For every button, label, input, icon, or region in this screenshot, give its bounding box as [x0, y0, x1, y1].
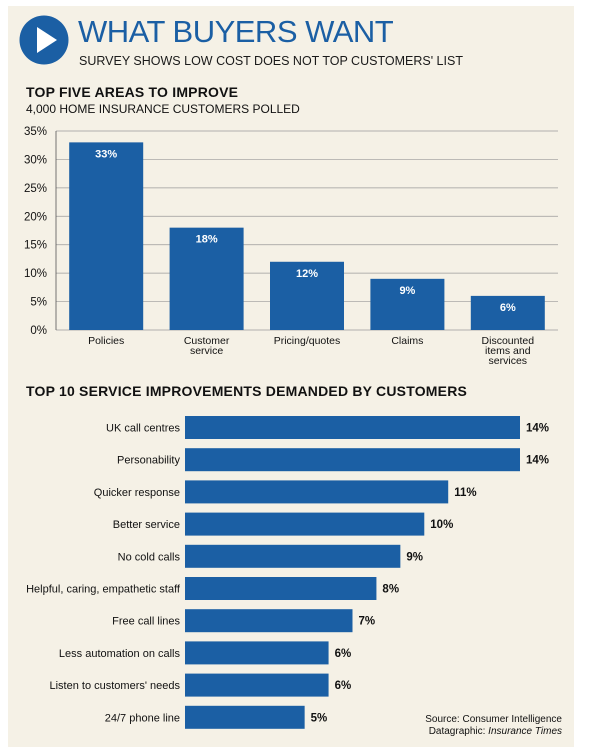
x-tick-label: service — [190, 345, 223, 357]
hbar-value-label: 14% — [526, 423, 549, 435]
hbar — [185, 609, 353, 633]
page-title: WHAT BUYERS WANT — [78, 14, 394, 49]
source-line: Source: Consumer Intelligence — [425, 714, 562, 725]
bar — [270, 261, 344, 330]
hbar — [185, 673, 329, 697]
hbar-category-label: Personability — [117, 455, 180, 467]
hbar-value-label: 6% — [335, 648, 352, 660]
hbar — [185, 416, 520, 439]
bar-chart-title: TOP FIVE AREAS TO IMPROVE — [26, 84, 239, 100]
hbar — [185, 544, 401, 568]
hbar-value-label: 10% — [430, 519, 453, 531]
hbar-category-label: Helpful, caring, empathetic staff — [26, 584, 181, 596]
bar-value-label: 33% — [95, 148, 117, 160]
hbar-value-label: 14% — [526, 455, 549, 467]
hbar-category-label: No cold calls — [118, 551, 181, 563]
bar-chart-subtitle: 4,000 HOME INSURANCE CUSTOMERS POLLED — [26, 102, 300, 116]
hbar — [185, 577, 377, 600]
play-icon — [19, 15, 69, 65]
hbar-category-label: Listen to customers' needs — [49, 680, 180, 692]
x-tick-label: Discounted — [482, 335, 535, 347]
hbar-value-label: 9% — [406, 551, 423, 563]
hbar — [185, 480, 449, 504]
y-tick-label: 35% — [24, 126, 47, 138]
hbar-value-label: 5% — [311, 712, 328, 724]
page-subtitle: SURVEY SHOWS LOW COST DOES NOT TOP CUSTO… — [79, 54, 463, 68]
bar — [470, 295, 545, 330]
hbar-value-label: 7% — [359, 616, 376, 628]
hbar-category-label: Less automation on calls — [59, 648, 181, 660]
hbar-category-label: Better service — [113, 519, 180, 531]
hbar-category-label: UK call centres — [106, 423, 180, 435]
x-tick-label: Customer — [184, 335, 230, 347]
x-tick-label: Policies — [88, 335, 124, 347]
bar — [169, 227, 244, 330]
source-note: Source: Consumer Intelligence Datagraphi… — [425, 714, 562, 738]
y-tick-label: 30% — [24, 154, 47, 166]
datagraphic-line: Datagraphic: Insurance Times — [425, 726, 562, 738]
x-tick-label: items and — [485, 345, 531, 357]
bar-value-label: 9% — [399, 285, 415, 297]
hbar-category-label: 24/7 phone line — [105, 712, 180, 724]
hbar-value-label: 6% — [335, 680, 352, 692]
publication-name: Insurance Times — [488, 726, 562, 737]
hbar — [185, 641, 329, 665]
y-tick-label: 5% — [30, 297, 47, 309]
bar — [370, 278, 445, 330]
hbar-chart-title: TOP 10 SERVICE IMPROVEMENTS DEMANDED BY … — [26, 383, 468, 399]
bar-value-label: 18% — [196, 234, 218, 246]
hbar-value-label: 11% — [454, 487, 476, 499]
hbar-value-label: 8% — [382, 584, 399, 596]
bar — [69, 142, 144, 330]
y-tick-label: 15% — [24, 240, 47, 252]
y-tick-label: 20% — [24, 211, 47, 223]
y-tick-label: 25% — [24, 183, 47, 195]
bar-value-label: 6% — [500, 302, 516, 314]
hbar — [185, 512, 425, 536]
y-tick-label: 10% — [24, 268, 47, 280]
hbar — [185, 448, 520, 472]
hbar — [185, 705, 305, 729]
x-tick-label: Pricing/quotes — [274, 335, 341, 347]
datagraphic-prefix: Datagraphic: — [428, 726, 489, 737]
top-five-bar-chart: 0% 5% 10% 15% 20% 25% 30% 35% 33% Policies 18% Cust… — [24, 126, 558, 367]
hbar-category-label: Quicker response — [94, 487, 180, 499]
bar-value-label: 12% — [296, 268, 318, 280]
x-tick-label: services — [489, 355, 528, 367]
x-tick-label: Claims — [391, 335, 423, 347]
hbar-category-label: Free call lines — [112, 616, 180, 628]
y-tick-label: 0% — [30, 325, 47, 337]
